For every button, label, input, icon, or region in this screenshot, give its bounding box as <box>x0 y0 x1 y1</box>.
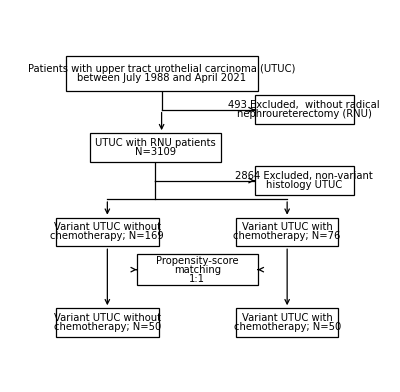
Text: 2864 Excluded, non-variant: 2864 Excluded, non-variant <box>235 171 373 181</box>
FancyBboxPatch shape <box>137 254 258 285</box>
Text: N=3109: N=3109 <box>135 147 176 157</box>
Text: chemotherapy; N=169: chemotherapy; N=169 <box>50 231 164 241</box>
Text: Variant UTUC with: Variant UTUC with <box>242 313 332 323</box>
Text: matching: matching <box>174 265 221 275</box>
Text: 1:1: 1:1 <box>189 274 205 284</box>
Text: UTUC with RNU patients: UTUC with RNU patients <box>95 138 216 148</box>
Text: chemotherapy; N=76: chemotherapy; N=76 <box>234 231 341 241</box>
Text: Variant UTUC without: Variant UTUC without <box>54 313 161 323</box>
FancyBboxPatch shape <box>56 218 158 246</box>
Text: Propensity-score: Propensity-score <box>156 256 238 266</box>
FancyBboxPatch shape <box>236 218 338 246</box>
Text: 493 Excluded,  without radical: 493 Excluded, without radical <box>228 100 380 110</box>
FancyBboxPatch shape <box>255 166 354 195</box>
FancyBboxPatch shape <box>56 308 158 337</box>
Text: between July 1988 and April 2021: between July 1988 and April 2021 <box>77 73 246 83</box>
Text: Variant UTUC without: Variant UTUC without <box>54 222 161 232</box>
Text: Patients with upper tract urothelial carcinoma (UTUC): Patients with upper tract urothelial car… <box>28 64 295 74</box>
Text: Variant UTUC with: Variant UTUC with <box>242 222 332 232</box>
Text: chemotherapy; N=50: chemotherapy; N=50 <box>234 322 341 332</box>
FancyBboxPatch shape <box>255 95 354 124</box>
FancyBboxPatch shape <box>66 56 258 91</box>
Text: histology UTUC: histology UTUC <box>266 180 342 190</box>
FancyBboxPatch shape <box>236 308 338 337</box>
FancyBboxPatch shape <box>90 133 220 162</box>
Text: nephroureterectomy (RNU): nephroureterectomy (RNU) <box>237 109 372 119</box>
Text: chemotherapy; N=50: chemotherapy; N=50 <box>54 322 161 332</box>
